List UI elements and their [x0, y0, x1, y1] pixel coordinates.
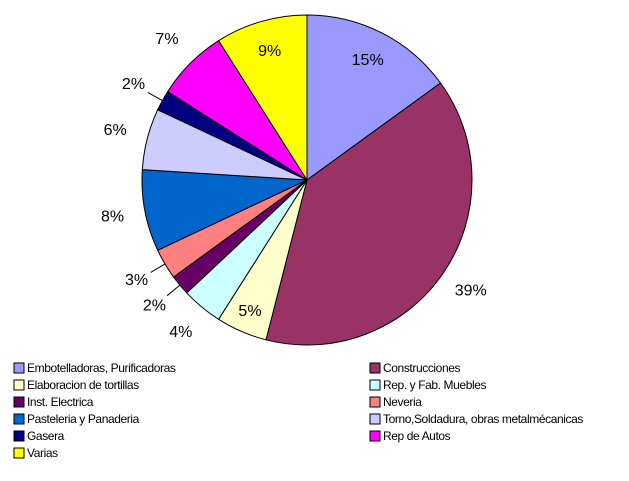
- legend-swatch: [13, 430, 25, 442]
- legend-swatch: [13, 447, 25, 459]
- data-label: 15%: [352, 52, 384, 69]
- data-label: 5%: [238, 303, 261, 320]
- data-label: 7%: [155, 31, 178, 48]
- legend-label: Elaboracion de tortillas: [27, 378, 139, 392]
- data-label: 2%: [122, 76, 145, 93]
- pie-slice: [306, 14, 442, 181]
- legend-label: Pasteleria y Panaderia: [27, 412, 140, 426]
- legend-label: Torno,Soldadura, obras metalmécanicas: [383, 412, 583, 426]
- data-label: 3%: [125, 272, 148, 289]
- data-label: 2%: [143, 297, 166, 314]
- pie-slice: [265, 82, 473, 346]
- legend-label: Inst. Electrica: [27, 395, 94, 409]
- legend-label: Rep de Autos: [383, 429, 451, 443]
- legend-swatch: [369, 379, 381, 391]
- leader-line: [166, 284, 181, 297]
- legend-swatch: [369, 430, 381, 442]
- data-label: 8%: [101, 208, 124, 225]
- legend-swatch: [369, 362, 381, 374]
- leader-line: [150, 263, 166, 273]
- legend-swatch: [369, 413, 381, 425]
- data-label: 6%: [104, 122, 127, 139]
- legend-label: Construcciones: [383, 361, 461, 375]
- legend-swatch: [13, 379, 25, 391]
- legend-swatch: [13, 396, 25, 408]
- legend-label: Rep. y Fab. Muebles: [383, 378, 487, 392]
- data-label: 9%: [258, 43, 281, 60]
- legend-swatch: [369, 396, 381, 408]
- data-label: 39%: [455, 283, 487, 300]
- legend-label: Embotelladoras, Purificadoras: [27, 361, 176, 375]
- legend-label: Neveria: [383, 395, 422, 409]
- pie-slice: [217, 14, 308, 182]
- legend-label: Gasera: [27, 429, 65, 443]
- leader-line: [147, 92, 163, 101]
- legend-swatch: [13, 362, 25, 374]
- data-label: 4%: [169, 324, 192, 341]
- legend-swatch: [13, 413, 25, 425]
- legend-label: Varias: [27, 446, 58, 460]
